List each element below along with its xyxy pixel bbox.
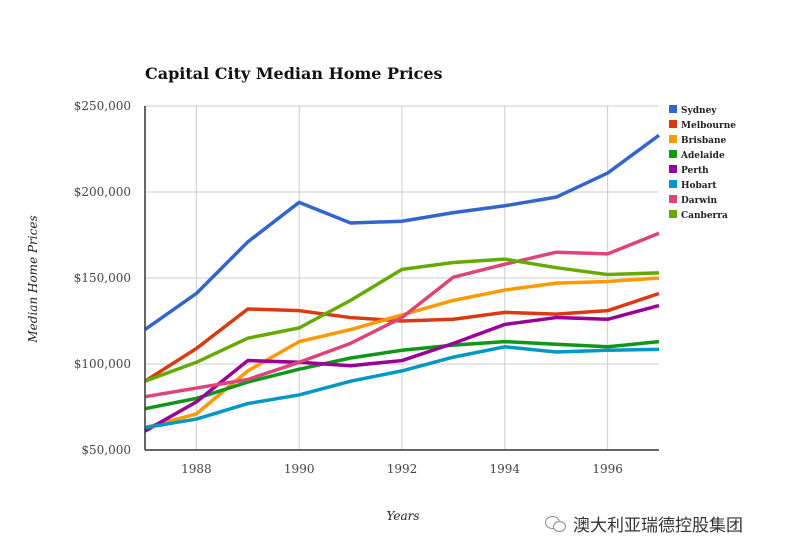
- x-tick-label: 1994: [490, 462, 521, 476]
- watermark-text: 澳大利亚瑞德控股集团: [573, 516, 743, 536]
- y-tick-label: $50,000: [81, 443, 131, 457]
- legend-swatch-canberra: [669, 210, 677, 218]
- series-line-hobart: [144, 345, 660, 430]
- legend-label-perth: Perth: [681, 166, 709, 176]
- y-tick-label: $250,000: [74, 99, 131, 113]
- legend-label-hobart: Hobart: [681, 181, 717, 191]
- legend: Sydney Melbourne Brisbane Adelaide Perth Hoba…: [669, 105, 736, 221]
- y-axis-label: Median Home Prices: [26, 215, 40, 343]
- series-line-melbourne: [144, 291, 660, 383]
- series-lines: [143, 133, 661, 433]
- series-line-darwin: [144, 231, 660, 399]
- legend-swatch-brisbane: [669, 135, 677, 143]
- series-line-adelaide: [144, 339, 660, 411]
- axes: [144, 106, 659, 451]
- watermark: 澳大利亚瑞德控股集团: [545, 511, 743, 536]
- series-line-canberra: [144, 257, 660, 383]
- series-line-brisbane: [144, 276, 660, 430]
- series-line-perth: [144, 303, 660, 433]
- x-tick-label: 1990: [284, 462, 315, 476]
- x-axis-ticks: 1988 1990 1992 1994 1996: [181, 462, 623, 476]
- legend-swatch-darwin: [669, 195, 677, 203]
- legend-swatch-sydney: [669, 105, 677, 113]
- x-tick-label: 1992: [387, 462, 418, 476]
- y-tick-label: $200,000: [74, 185, 131, 199]
- legend-swatch-adelaide: [669, 150, 677, 158]
- legend-label-canberra: Canberra: [681, 211, 728, 221]
- grid: [145, 105, 659, 450]
- x-tick-label: 1996: [592, 462, 623, 476]
- legend-label-sydney: Sydney: [681, 106, 717, 116]
- legend-swatch-melbourne: [669, 120, 677, 128]
- y-tick-label: $100,000: [74, 357, 131, 371]
- y-axis-ticks: $50,000 $100,000 $150,000 $200,000 $250,000: [74, 99, 131, 457]
- x-tick-label: 1988: [181, 462, 212, 476]
- legend-label-adelaide: Adelaide: [680, 151, 725, 161]
- legend-swatch-perth: [669, 165, 677, 173]
- x-axis-label: Years: [386, 509, 419, 523]
- series-line-sydney: [143, 133, 661, 332]
- legend-label-brisbane: Brisbane: [681, 136, 727, 146]
- legend-swatch-hobart: [669, 180, 677, 188]
- legend-label-darwin: Darwin: [681, 196, 718, 206]
- chart-title: Capital City Median Home Prices: [145, 64, 443, 83]
- legend-label-melbourne: Melbourne: [681, 121, 736, 131]
- wechat-icon: [545, 515, 567, 533]
- y-tick-label: $150,000: [74, 271, 131, 285]
